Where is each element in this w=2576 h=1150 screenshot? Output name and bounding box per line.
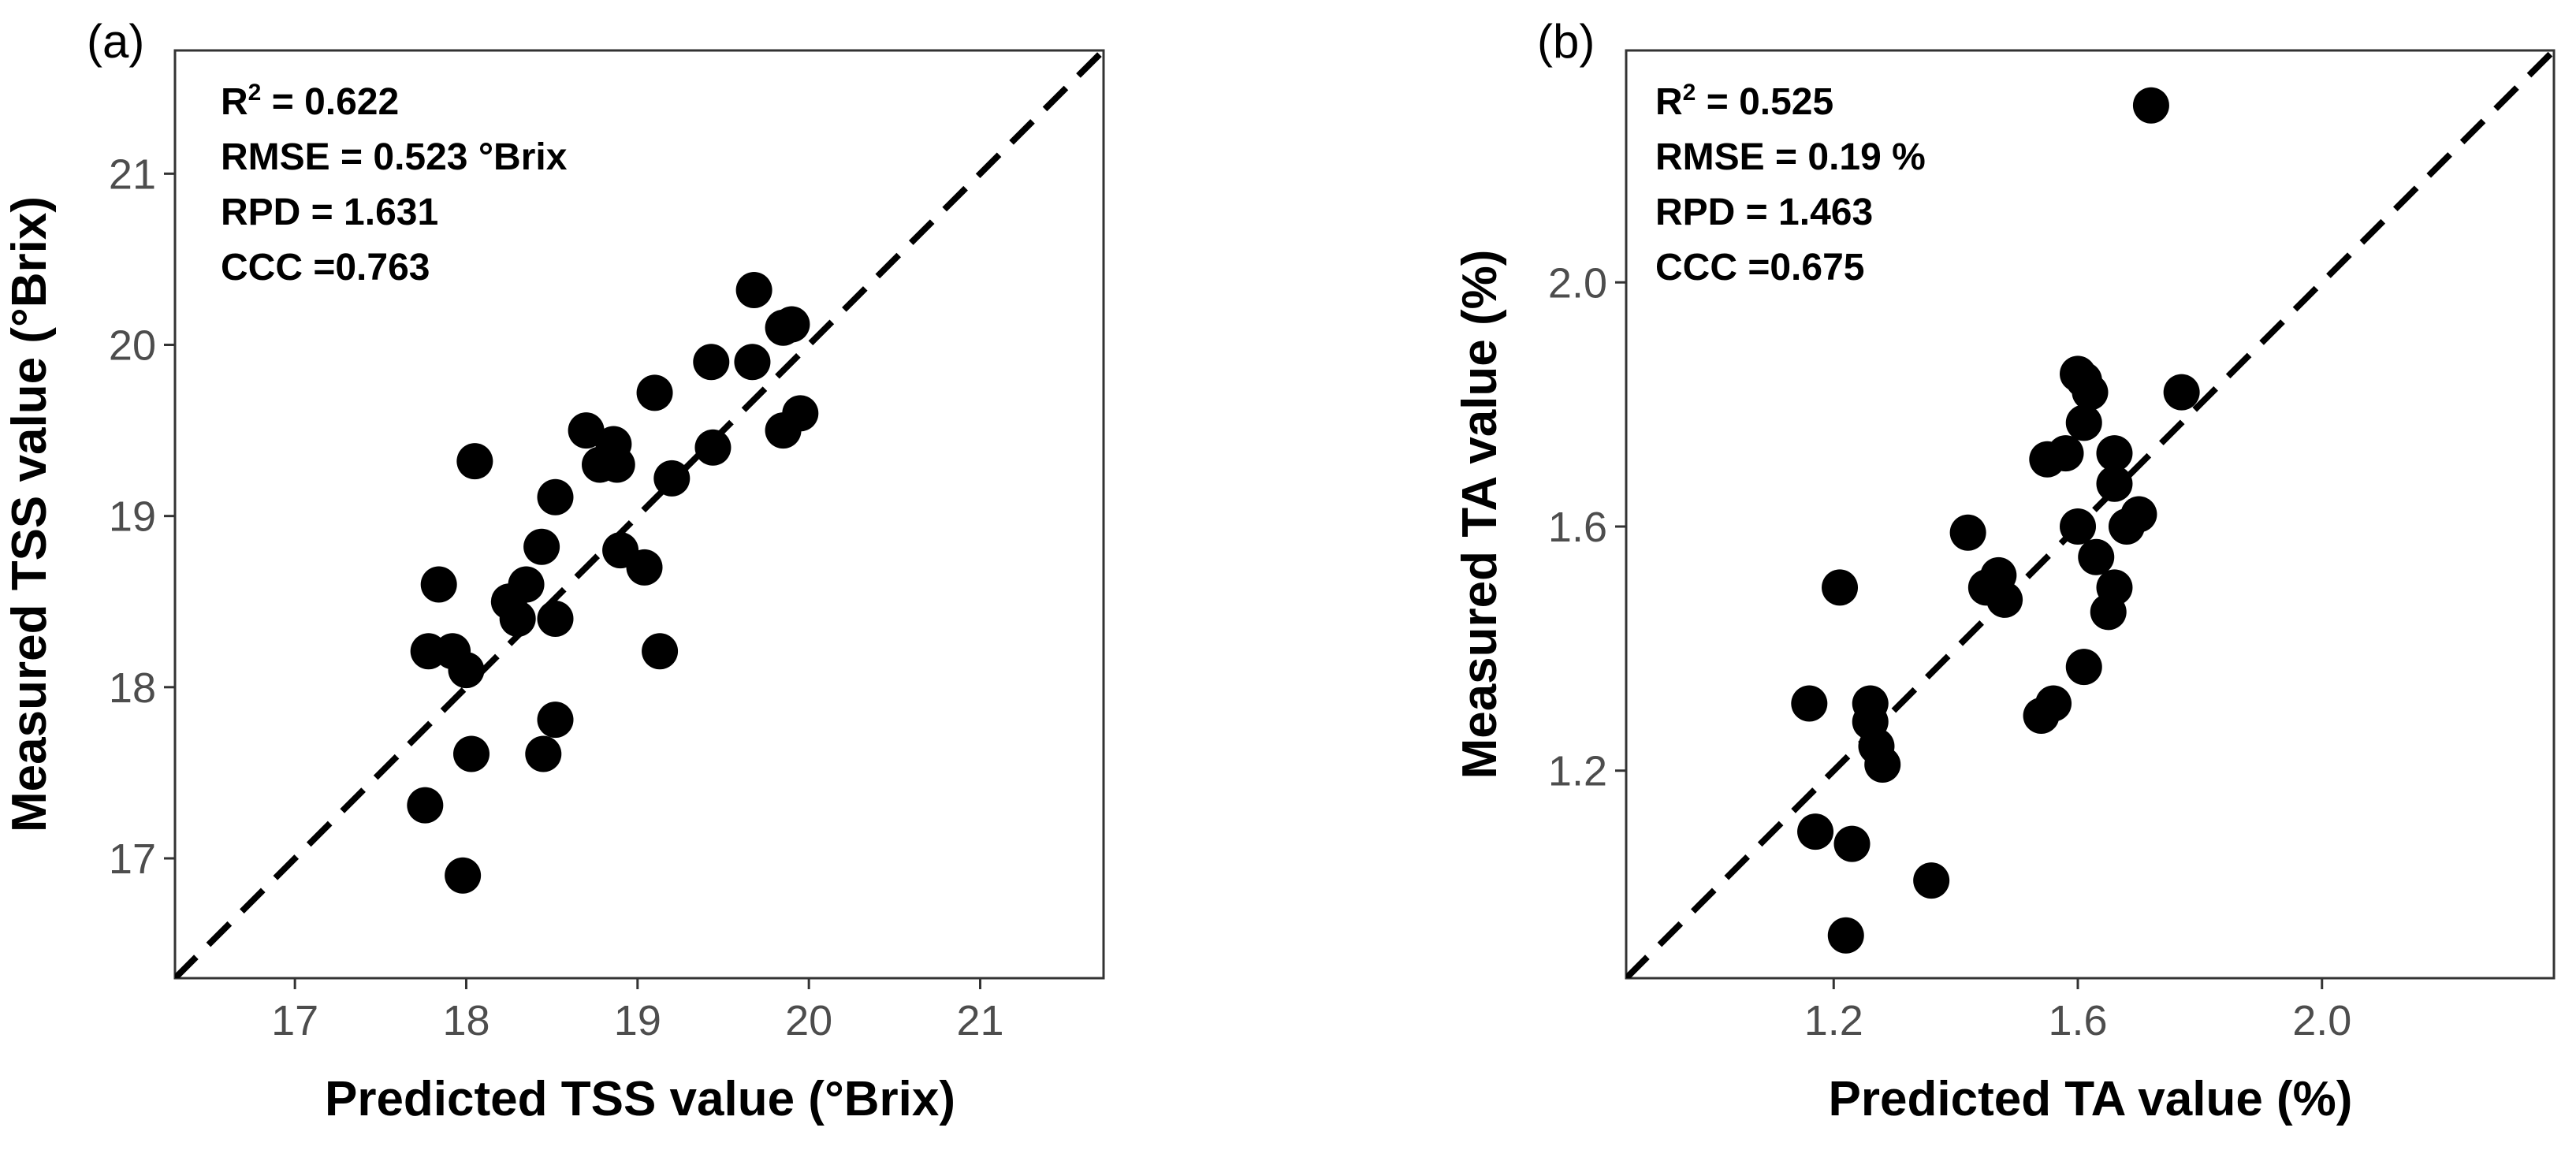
panel-a-data-point xyxy=(765,412,802,449)
panel-b-data-point xyxy=(2096,465,2133,502)
panel-b-plot-border xyxy=(1625,49,2556,980)
panel-b: 1.2 1.6 2.0 1.2 1.6 2.0 Predicted TA value (%)… xyxy=(1453,15,2556,1126)
panel-b-data-point xyxy=(2132,87,2169,124)
panel-b-x-tick-label: 1.2 xyxy=(1804,997,1863,1044)
panel-a-data-point xyxy=(642,633,679,670)
panel-a-x-tick-label: 18 xyxy=(442,997,490,1044)
panel-a-y-tick-label: 18 xyxy=(109,664,156,712)
panel-a-y-tick-label: 19 xyxy=(109,493,156,541)
panel-a-data-point xyxy=(445,857,482,894)
panel-b-x-tick-label: 2.0 xyxy=(2292,997,2351,1044)
panel-b-stat-line: R2 = 0.525 xyxy=(1655,80,1833,123)
panel-b-data-point xyxy=(1986,581,2023,618)
panel-b-data-point xyxy=(2096,435,2133,472)
panel-b-x-tick-label: 1.6 xyxy=(2048,997,2107,1044)
panel-b-data-point xyxy=(2163,374,2200,411)
panel-b-label: (b) xyxy=(1537,15,1595,68)
panel-a-data-point xyxy=(653,460,691,497)
panel-a-stat-line: R2 = 0.622 xyxy=(221,80,399,123)
panel-a-data-point xyxy=(693,344,730,381)
panel-a-data-point xyxy=(765,309,802,346)
panel-b-stat-line: RPD = 1.463 xyxy=(1655,192,1873,233)
panel-b-data-point xyxy=(1797,813,1834,850)
panel-a-data-point xyxy=(734,344,771,381)
panel-b-data-point xyxy=(1949,514,1986,551)
panel-b-reference-line xyxy=(1626,50,2554,978)
panel-a-data-point xyxy=(568,412,605,449)
panel-a-data-point xyxy=(636,374,673,411)
panel-a-data-point xyxy=(453,735,490,772)
panel-a-stat-line: RPD = 1.631 xyxy=(221,192,438,233)
panel-b-data-point xyxy=(2065,404,2102,441)
panel-a-data-point xyxy=(626,549,663,586)
panel-a-stat-line: CCC =0.763 xyxy=(221,247,430,288)
panel-b-data-point xyxy=(2060,508,2097,545)
panel-b-data-point xyxy=(1791,685,1828,722)
panel-a-data-point xyxy=(420,566,457,603)
panel-a-x-tick-label: 21 xyxy=(956,997,1003,1044)
panel-a-data-point xyxy=(499,600,536,637)
panel-b-x-axis-title: Predicted TA value (%) xyxy=(1829,1072,2353,1126)
panel-a-data-point xyxy=(735,272,772,309)
panel-b-data-point xyxy=(1827,917,1864,954)
panel-a-data-point xyxy=(694,429,731,466)
panel-b-data-point xyxy=(1913,862,1950,899)
panel-a-data-point xyxy=(537,478,574,515)
panel-b-data-point xyxy=(2072,374,2109,411)
panel-a-data-point xyxy=(537,600,574,637)
panel-b-data-point xyxy=(2047,435,2084,472)
panel-b-stat-line: CCC =0.675 xyxy=(1655,247,1864,288)
panel-b-data-point xyxy=(1833,825,1871,862)
panel-a-data-point xyxy=(537,702,574,739)
panel-b-stat-line: RMSE = 0.19 % xyxy=(1655,136,1926,178)
panel-a-stat-line: RMSE = 0.523 °Brix xyxy=(221,136,568,178)
panel-a-data-point xyxy=(598,446,635,483)
panel-a-data-point xyxy=(407,787,444,824)
panel-a-label: (a) xyxy=(87,15,144,68)
panel-a-reference-line xyxy=(175,50,1104,978)
panel-a-data-point xyxy=(525,735,562,772)
panel-b-y-tick-label: 1.6 xyxy=(1548,504,1607,551)
panel-a-y-tick-label: 20 xyxy=(109,322,156,370)
panel-a-plot-border xyxy=(173,49,1105,980)
panel-a-y-tick-label: 17 xyxy=(109,836,156,883)
panel-a-x-tick-label: 17 xyxy=(271,997,318,1044)
panel-a-x-tick-label: 19 xyxy=(614,997,661,1044)
panel-a-x-axis-title: Predicted TSS value (°Brix) xyxy=(325,1072,955,1126)
panel-b-data-point xyxy=(2078,538,2115,575)
panel-b-data-point xyxy=(1864,746,1901,783)
panel-b-data-point xyxy=(2108,508,2145,545)
panel-a-data-point xyxy=(456,443,493,480)
panel-a-y-tick-label: 21 xyxy=(109,151,156,198)
panel-b-data-point xyxy=(2023,698,2060,735)
panel-b-data-point xyxy=(2090,594,2127,631)
panel-b-y-tick-label: 2.0 xyxy=(1548,259,1607,307)
panel-b-y-tick-label: 1.2 xyxy=(1548,748,1607,795)
panel-a-data-point xyxy=(523,528,560,565)
panel-a-y-axis-title: Measured TSS value (°Brix) xyxy=(2,196,57,832)
panel-b-data-point xyxy=(1822,569,1859,606)
panel-a-data-point xyxy=(448,652,485,689)
panel-b-data-point xyxy=(2065,649,2102,686)
panel-b-y-axis-title: Measured TA value (%) xyxy=(1453,250,1507,780)
panel-a-x-tick-label: 20 xyxy=(785,997,832,1044)
